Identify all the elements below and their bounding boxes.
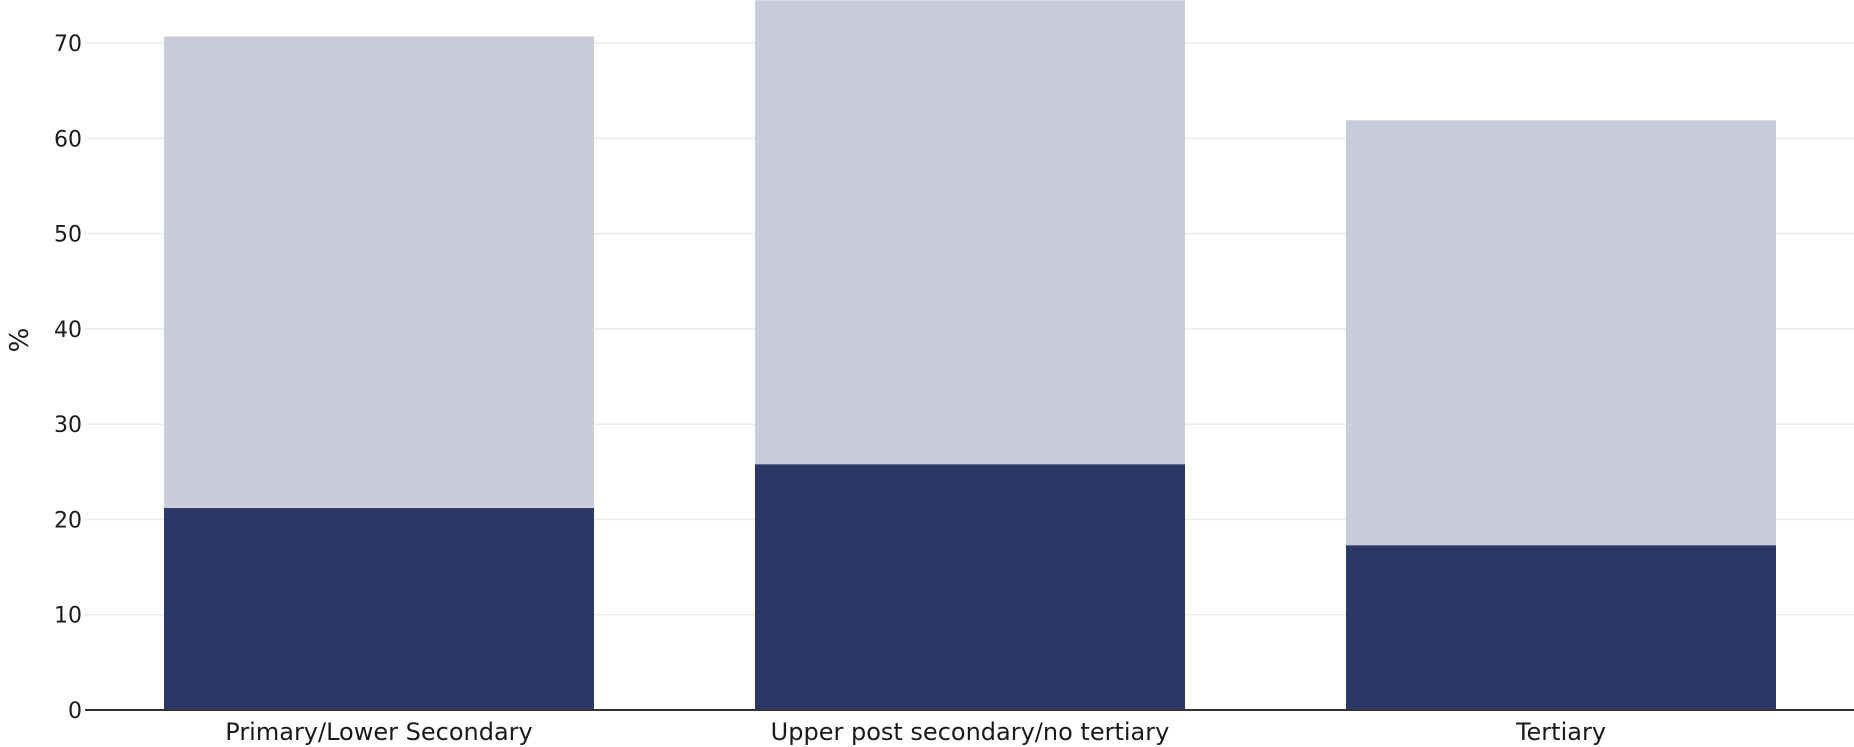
y-tick-label: 20: [54, 508, 82, 533]
x-category-label: Primary/Lower Secondary: [225, 718, 532, 746]
bar-segment-lower: [1346, 545, 1776, 710]
x-category-label: Upper post secondary/no tertiary: [771, 718, 1170, 746]
y-axis-ticks: 0 10 20 30 40 50 60 70: [54, 32, 82, 724]
y-tick-label: 50: [54, 223, 82, 248]
bar-segment-lower: [164, 508, 594, 710]
y-tick-label: 10: [54, 604, 82, 629]
bar-segment-upper: [1346, 120, 1776, 546]
bar-segment-upper: [164, 36, 594, 509]
y-tick-label: 40: [54, 318, 82, 343]
bar-segment-upper: [755, 0, 1185, 465]
y-tick-label: 0: [68, 699, 82, 724]
y-tick-label: 70: [54, 32, 82, 57]
y-axis-title: %: [5, 328, 35, 353]
bars: [85, 0, 1854, 711]
bar-segment-lower: [755, 464, 1185, 710]
y-tick-label: 30: [54, 413, 82, 438]
x-axis-labels: Primary/Lower Secondary Upper post second…: [225, 718, 1606, 746]
x-category-label: Tertiary: [1515, 718, 1606, 746]
y-tick-label: 60: [54, 127, 82, 152]
